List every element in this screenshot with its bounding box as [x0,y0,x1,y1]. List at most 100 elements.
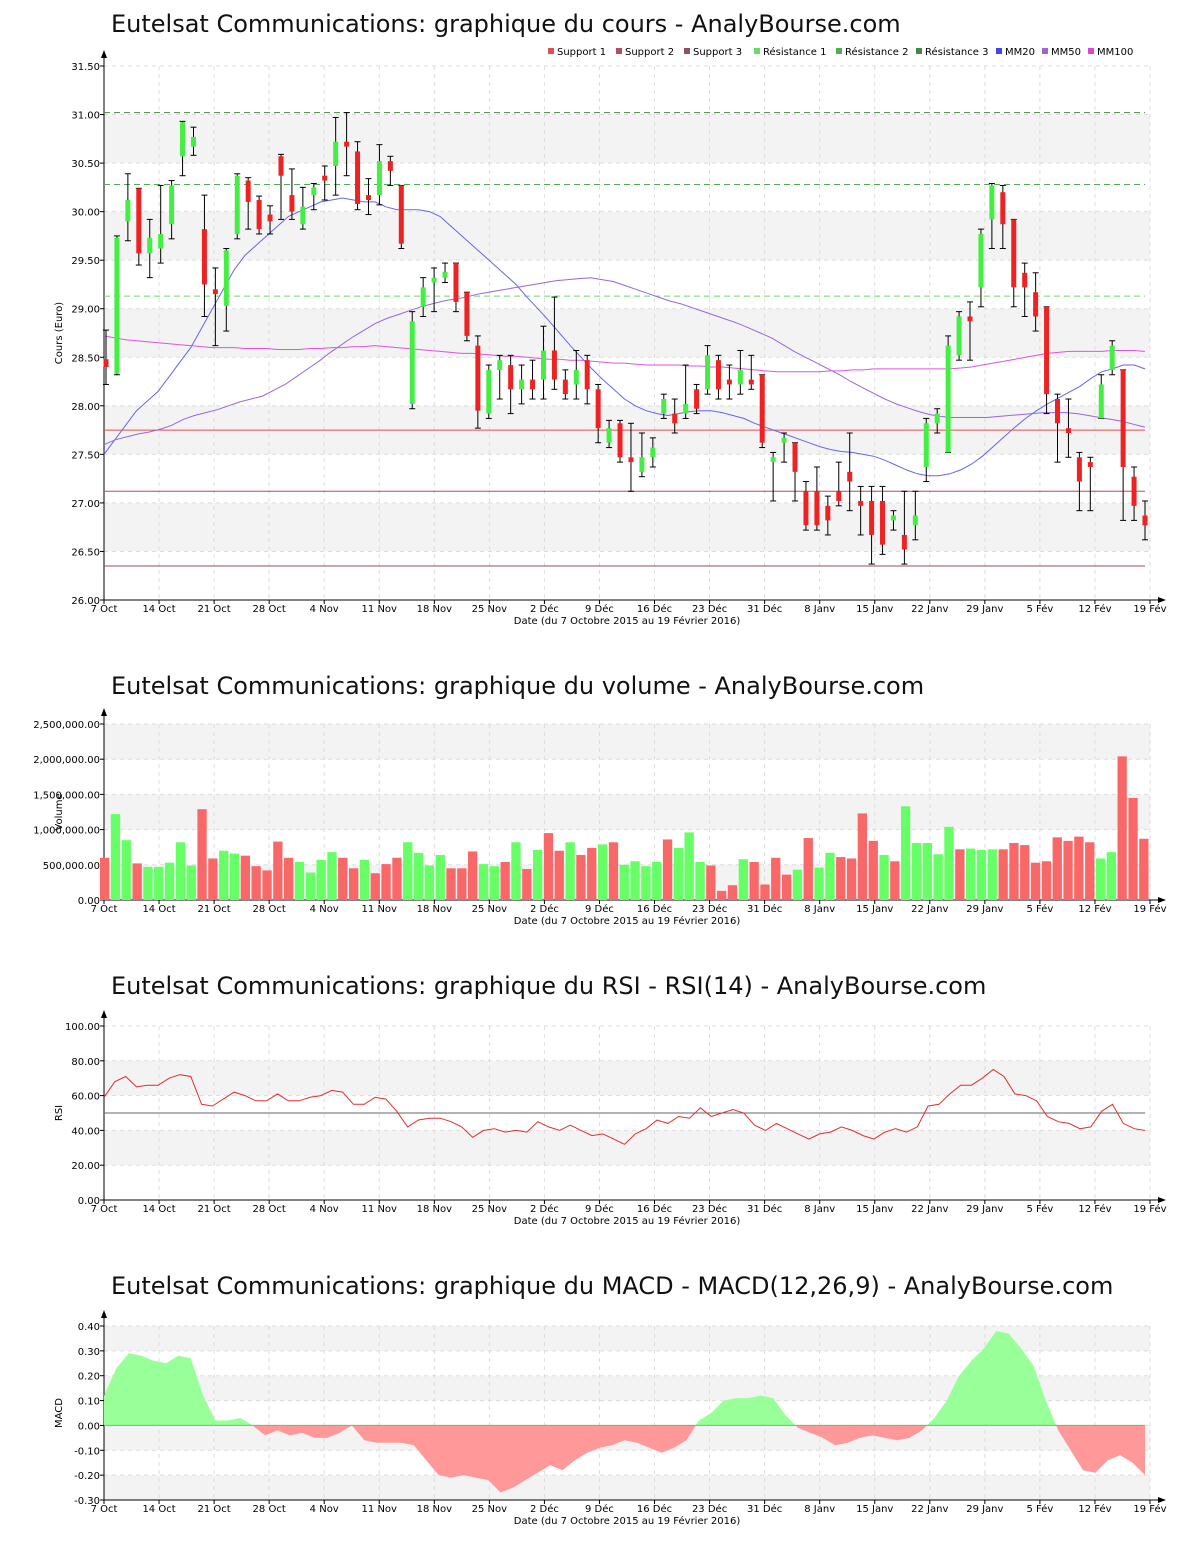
candle-body [562,379,568,395]
candle-body [705,355,711,390]
moving-average-line [103,277,1146,446]
candle [256,195,263,235]
candle [759,374,766,449]
x-tick-label: 7 Oct [91,604,118,615]
candle [1032,272,1039,332]
candle [146,218,153,279]
y-axis-arrow [101,1010,107,1018]
candle [190,126,197,156]
candle [999,184,1006,250]
volume-bar [879,854,889,900]
candle [201,194,208,317]
candle-body [223,250,229,306]
candle-body [672,413,678,424]
candle-body [212,289,218,295]
volume-bar [327,852,337,900]
candle-body [890,515,896,521]
x-tick-label: 18 Nov [417,1504,453,1515]
x-tick-label: 12 Fév [1078,603,1111,615]
volume-bar [749,861,759,900]
y-tick-label: 0.10 [78,1397,100,1408]
candle [1043,306,1050,415]
legend-swatch [1042,48,1048,54]
candle-body [858,500,864,506]
y-tick-label: 1,500,000.00 [33,790,100,801]
volume-bar [143,866,153,900]
x-tick-label: 4 Nov [310,1204,339,1215]
volume-bar [1009,842,1019,900]
volume-bar [846,858,857,900]
candle-body [158,233,164,249]
y-tick-label: 100.00 [65,1022,100,1033]
volume-bar [175,842,186,900]
x-tick-label: 16 Déc [637,1203,672,1215]
candle-body [989,185,995,220]
candle-body [333,141,339,167]
candle-body [639,457,645,472]
candle-body [125,199,131,222]
volume-bar [316,859,326,900]
volume-bar [922,842,932,900]
y-tick-label: 28.50 [71,353,100,364]
volume-bar [976,850,987,900]
volume-bar [987,849,997,900]
candle-body [650,447,656,458]
volume-bar [100,857,110,900]
candle-body [376,161,382,196]
volume-bar [511,842,521,900]
candle [168,180,175,240]
x-tick-label: 19 Fév [1133,1203,1166,1215]
legend-swatch [548,48,554,54]
background-band [104,502,1150,552]
x-tick-label: 16 Déc [637,903,672,915]
y-axis-title: MACD [54,1398,65,1428]
candle-body [103,359,109,367]
y-tick-label: 0.00 [78,1421,100,1432]
candle-body [606,428,612,443]
candle-body [201,229,207,285]
y-axis-title: Volume [54,793,65,830]
candle-body [628,457,634,463]
candle [1076,451,1083,512]
candle-body [945,345,951,453]
legend-label: Support 3 [693,47,742,58]
x-tick-label: 25 Nov [472,1204,508,1215]
candle [1010,218,1017,308]
macd-chart: -0.30 -0.20 -0.10 0.00 0.10 0.20 0.30 0.40 7 Oct… [54,1310,1167,1527]
candle-body [869,500,875,535]
volume-bar [608,842,619,900]
volume-bar [446,868,456,900]
x-tick-label: 9 Déc [585,1503,614,1515]
y-tick-label: 80.00 [71,1057,100,1068]
candle [1065,398,1072,458]
volume-bar [565,842,575,900]
x-tick-label: 2 Déc [530,1503,559,1515]
candle-body [781,437,787,443]
candle [1120,369,1127,521]
x-tick-label: 23 Déc [692,903,727,915]
x-tick-label: 15 Janv [856,1504,893,1515]
candle [288,168,295,220]
x-tick-label: 25 Nov [472,904,508,915]
candle [398,184,405,250]
legend-swatch [684,48,690,54]
candle [212,267,219,347]
volume-bar [825,852,835,900]
x-tick-label: 31 Déc [747,603,782,615]
volume-bar [717,890,727,900]
candle-body [683,403,689,414]
x-tick-label: 11 Nov [362,904,398,915]
candle-body [420,287,426,307]
y-tick-label: -0.30 [74,1496,100,1507]
y-tick-label: 0.40 [78,1322,100,1333]
candle [956,311,963,361]
candle [923,417,930,483]
volume-bar [944,826,954,900]
candle [671,398,678,434]
candle [977,228,984,308]
candle [376,144,383,206]
candle-body [409,321,415,404]
candle-body [748,379,754,385]
x-tick-label: 29 Janv [966,1504,1003,1515]
candle-body [256,199,262,230]
